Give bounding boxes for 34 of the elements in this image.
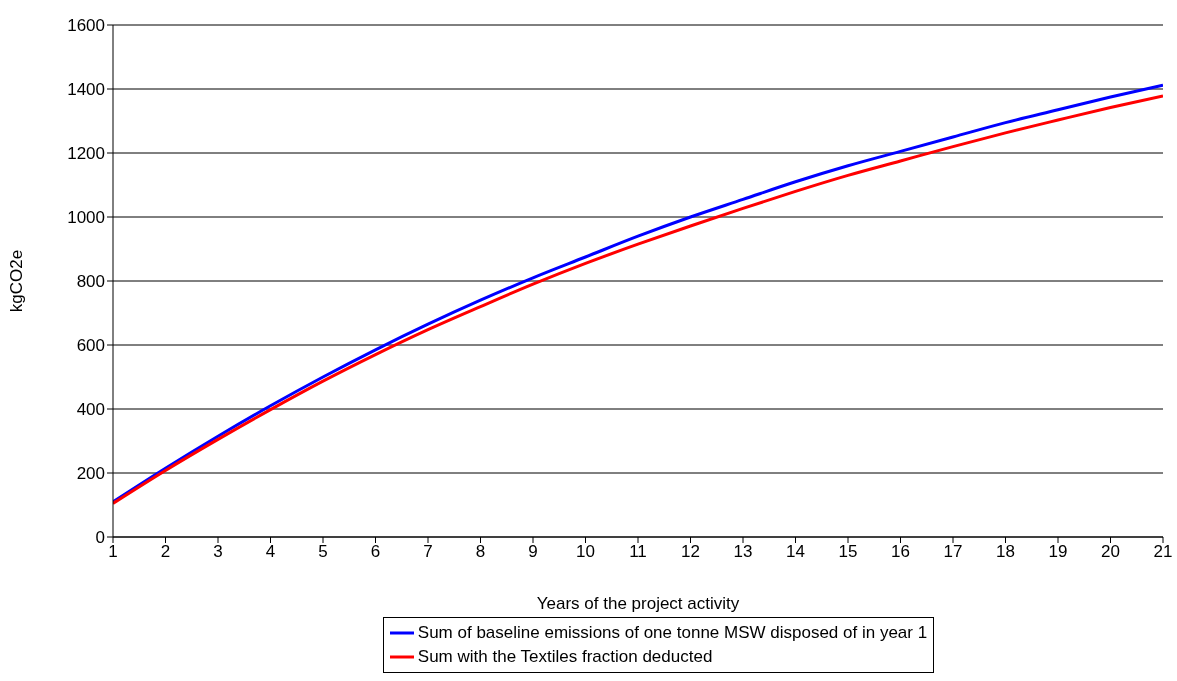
y-tick-label: 200	[76, 464, 105, 484]
x-tick-label: 14	[786, 542, 805, 562]
x-tick-label: 20	[1101, 542, 1120, 562]
legend-label: Sum with the Textiles fraction deducted	[417, 646, 713, 668]
y-tick-label: 1000	[67, 208, 105, 228]
x-tick-label: 21	[1153, 542, 1173, 562]
x-tick-label: 7	[423, 542, 433, 562]
x-tick-label: 16	[891, 542, 910, 562]
x-tick-label: 11	[629, 542, 647, 562]
x-tick-label: 3	[213, 542, 223, 562]
x-tick-label: 8	[475, 542, 486, 562]
x-tick-label: 9	[528, 542, 538, 562]
x-tick-label: 19	[1048, 542, 1068, 562]
x-tick-label: 6	[370, 542, 381, 562]
x-tick-label: 4	[265, 542, 276, 562]
x-tick-label: 1	[108, 542, 118, 562]
y-tick-label: 0	[95, 528, 105, 548]
x-tick-label: 18	[996, 542, 1015, 562]
x-tick-label: 5	[318, 542, 328, 562]
x-tick-label: 17	[943, 542, 963, 562]
x-tick-label: 15	[838, 542, 858, 562]
x-tick-label: 12	[681, 542, 700, 562]
x-tick-label: 2	[160, 542, 171, 562]
y-axis-title: kgCO2e	[7, 249, 27, 313]
y-tick-label: 1400	[67, 80, 105, 100]
x-tick-label: 13	[733, 542, 753, 562]
legend-label: Sum of baseline emissions of one tonne MSW disposed of in year 1	[417, 622, 928, 644]
y-tick-label: 600	[76, 336, 105, 356]
x-axis-title: Years of the project activity	[536, 594, 740, 613]
x-tick-label: 10	[576, 542, 595, 562]
y-tick-label: 400	[76, 400, 105, 420]
y-tick-label: 1600	[67, 16, 105, 36]
y-tick-label: 1200	[67, 144, 105, 164]
y-tick-label: 800	[76, 272, 105, 292]
